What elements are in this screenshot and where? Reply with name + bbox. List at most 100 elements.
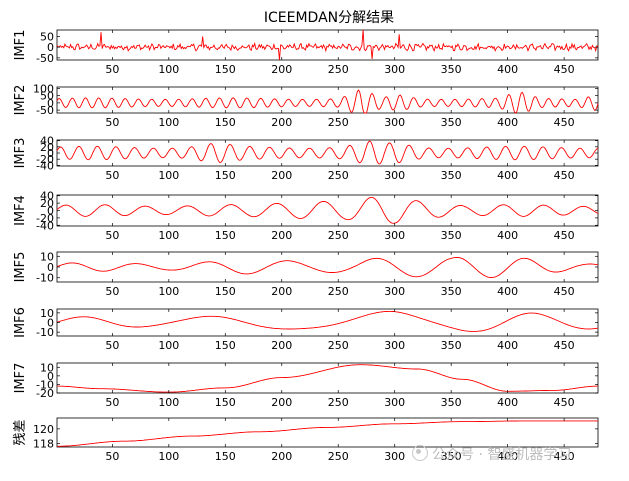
x-tick-label: 150 <box>215 116 236 129</box>
y-tick-label: 0 <box>47 261 54 274</box>
axes-box <box>56 251 599 283</box>
y-tick-label: -40 <box>36 219 54 232</box>
y-axis-label: 残差 <box>13 419 28 445</box>
x-tick-label: 400 <box>497 116 518 129</box>
y-tick-label: -40 <box>36 159 54 172</box>
y-tick-label: 100 <box>33 82 54 95</box>
x-tick-label: 250 <box>328 169 349 182</box>
y-axis-label: IMF6 <box>13 307 28 338</box>
y-tick-label: 0 <box>47 147 54 160</box>
series-line <box>56 256 599 278</box>
y-tick-label: 120 <box>33 423 54 436</box>
x-tick-label: 300 <box>384 63 405 76</box>
axes-box <box>56 194 599 227</box>
axes-box <box>56 362 599 394</box>
x-tick-label: 450 <box>554 116 575 129</box>
x-tick-label: 100 <box>158 396 179 409</box>
x-tick-label: 450 <box>554 63 575 76</box>
x-tick-label: 200 <box>271 116 292 129</box>
x-tick-label: 50 <box>105 63 119 76</box>
y-tick-label: -20 <box>36 153 54 166</box>
x-tick-label: 200 <box>271 63 292 76</box>
y-tick-label: 0 <box>47 317 54 330</box>
y-tick-label: 10 <box>40 307 54 320</box>
y-axis-label: IMF4 <box>13 195 28 226</box>
x-tick-label: 200 <box>271 169 292 182</box>
x-tick-label: 450 <box>554 450 575 463</box>
x-tick-label: 100 <box>158 285 179 298</box>
x-tick-label: 100 <box>158 63 179 76</box>
x-tick-label: 300 <box>384 396 405 409</box>
series-line <box>57 364 598 393</box>
x-tick-label: 350 <box>441 450 462 463</box>
x-tick-label: 150 <box>215 169 236 182</box>
x-tick-label: 300 <box>384 339 405 352</box>
series-line <box>56 29 599 61</box>
x-tick-label: 350 <box>441 339 462 352</box>
y-tick-label: 50 <box>40 90 54 103</box>
y-tick-label: 10 <box>40 250 54 263</box>
x-tick-label: 350 <box>441 116 462 129</box>
x-tick-label: 450 <box>554 396 575 409</box>
x-tick-label: 300 <box>384 169 405 182</box>
x-tick-label: 250 <box>328 396 349 409</box>
y-tick-label: 0 <box>47 205 54 218</box>
x-tick-label: 350 <box>441 285 462 298</box>
x-tick-label: 400 <box>497 285 518 298</box>
x-tick-label: 400 <box>497 229 518 242</box>
x-tick-label: 150 <box>215 450 236 463</box>
y-axis-label: IMF3 <box>13 138 28 169</box>
series-line <box>57 420 598 447</box>
y-axis-label: IMF2 <box>13 85 28 116</box>
x-tick-label: 400 <box>497 396 518 409</box>
x-tick-label: 250 <box>328 229 349 242</box>
y-tick-label: 10 <box>40 361 54 374</box>
axes-box <box>56 139 599 167</box>
x-tick-label: 250 <box>328 63 349 76</box>
x-tick-label: 150 <box>215 396 236 409</box>
x-tick-label: 300 <box>384 450 405 463</box>
x-tick-label: 250 <box>328 116 349 129</box>
x-tick-label: 100 <box>158 169 179 182</box>
x-tick-label: 450 <box>554 339 575 352</box>
x-tick-label: 100 <box>158 450 179 463</box>
x-tick-label: 200 <box>271 396 292 409</box>
x-tick-label: 100 <box>158 339 179 352</box>
x-tick-label: 100 <box>158 116 179 129</box>
watermark: 公众号 · 智盛机器学习 <box>412 444 571 464</box>
x-tick-label: 250 <box>328 285 349 298</box>
y-tick-label: -50 <box>36 104 54 117</box>
x-tick-label: 400 <box>497 169 518 182</box>
x-tick-label: 450 <box>554 229 575 242</box>
x-tick-label: 50 <box>105 450 119 463</box>
x-tick-label: 350 <box>441 396 462 409</box>
y-tick-label: -10 <box>36 326 54 339</box>
x-tick-label: 50 <box>105 116 119 129</box>
watermark-text: 公众号 · 智盛机器学习 <box>432 447 572 463</box>
x-tick-label: 200 <box>271 450 292 463</box>
y-tick-label: -10 <box>36 378 54 391</box>
x-tick-label: 250 <box>328 339 349 352</box>
axes-box <box>56 417 599 448</box>
x-tick-label: 300 <box>384 116 405 129</box>
x-tick-label: 450 <box>554 285 575 298</box>
y-tick-label: 0 <box>47 370 54 383</box>
axes-box <box>56 308 599 337</box>
series-line <box>56 310 599 332</box>
wechat-icon <box>412 445 428 461</box>
axes-box <box>56 29 599 61</box>
y-tick-label: 40 <box>40 135 54 148</box>
x-tick-label: 150 <box>215 339 236 352</box>
series-line <box>56 196 599 224</box>
x-tick-label: 350 <box>441 229 462 242</box>
axes-box <box>56 86 599 114</box>
x-tick-label: 150 <box>215 63 236 76</box>
x-tick-label: 400 <box>497 339 518 352</box>
x-tick-label: 50 <box>105 339 119 352</box>
